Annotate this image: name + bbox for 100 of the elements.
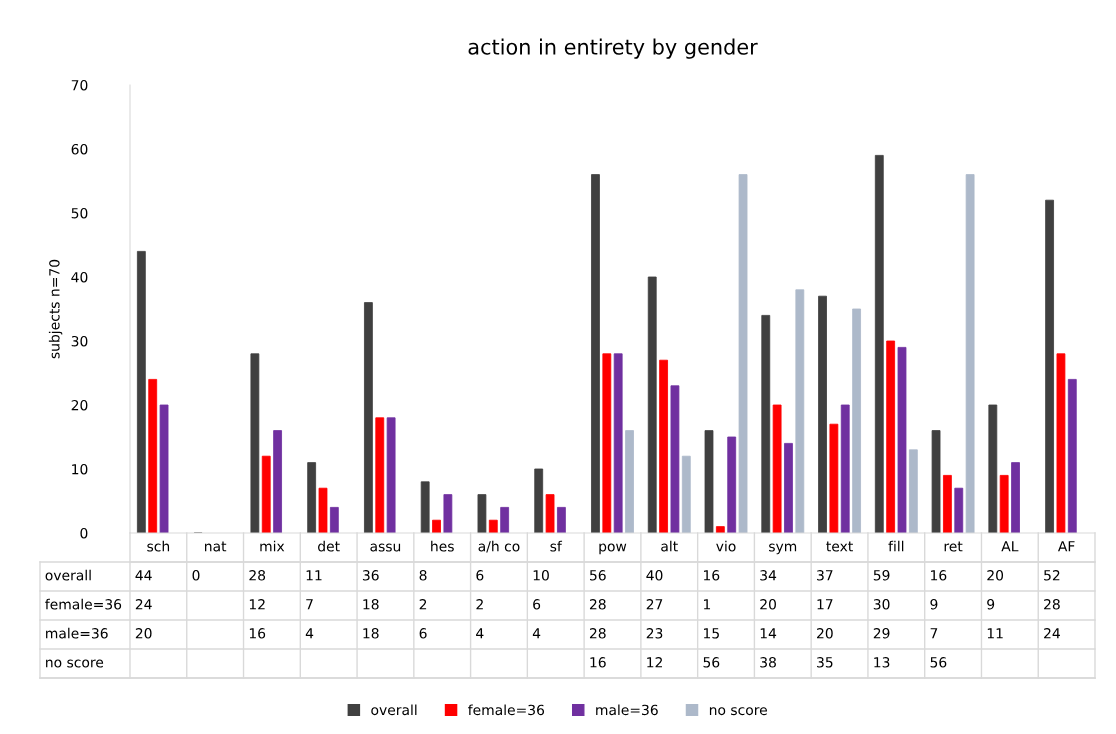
data-label: 44	[135, 570, 152, 581]
x-tick-label: ret	[944, 541, 963, 552]
data-label: 28	[249, 570, 266, 581]
bar	[829, 423, 839, 533]
y-tick-label: 0	[80, 527, 88, 539]
y-tick-label: 50	[71, 207, 88, 219]
data-label: 20	[817, 628, 833, 639]
bar	[795, 289, 805, 533]
bar	[500, 506, 510, 533]
data-label: 24	[135, 599, 152, 610]
legend-label: female=36	[468, 704, 545, 716]
bar	[625, 430, 634, 533]
data-label: 17	[817, 599, 833, 610]
data-label: 16	[704, 570, 720, 581]
y-tick-label: 20	[71, 399, 88, 411]
y-tick-label: 10	[72, 463, 88, 475]
y-tick-label: 60	[71, 143, 88, 155]
data-label: 40	[646, 570, 663, 581]
bar	[1067, 378, 1077, 533]
data-label: 16	[931, 570, 947, 581]
x-tick-label: pow	[599, 543, 627, 555]
bar	[931, 430, 941, 533]
bar	[375, 417, 385, 533]
data-label: 14	[760, 628, 777, 639]
x-tick-label: a/h co	[478, 540, 520, 553]
bar	[545, 494, 555, 533]
bar	[647, 276, 657, 533]
bar	[1045, 199, 1054, 533]
data-label: 11	[987, 628, 1003, 639]
bar	[784, 442, 793, 533]
data-label: 16	[590, 657, 606, 668]
bar	[738, 174, 748, 533]
bar	[761, 314, 771, 533]
text: female=36	[45, 598, 122, 610]
data-label: 38	[760, 657, 776, 668]
bar	[659, 359, 668, 533]
data-label: 7	[306, 599, 313, 610]
bar	[727, 436, 737, 533]
data-label: 1	[704, 599, 711, 610]
x-tick-label: det	[318, 540, 340, 552]
x-tick-label: mix	[260, 540, 285, 552]
bar	[999, 474, 1009, 533]
legend-label: no score	[709, 707, 767, 716]
data-label: 18	[363, 599, 379, 610]
legend-label: overall	[371, 704, 417, 716]
text: overall	[45, 569, 91, 581]
data-label: 12	[647, 657, 662, 668]
data-label: 20	[135, 628, 152, 639]
bar	[988, 404, 998, 533]
x-tick-label: nat	[205, 541, 227, 552]
data-label: 20	[987, 570, 1004, 581]
data-label: 15	[704, 628, 719, 639]
data-label: 11	[306, 570, 322, 581]
data-label: 6	[533, 599, 541, 610]
bar	[943, 474, 952, 533]
bar	[613, 353, 623, 533]
data-label: 56	[930, 657, 947, 668]
bar	[1056, 353, 1066, 533]
y-tick-label: 30	[71, 335, 88, 347]
data-label: 7	[930, 628, 938, 639]
x-tick-label: sym	[769, 543, 797, 555]
data-label: 27	[646, 599, 663, 610]
bar	[159, 404, 169, 533]
y-tick-label: 70	[71, 79, 88, 91]
data-label: 28	[589, 599, 606, 610]
bar	[772, 404, 782, 533]
bar	[818, 295, 827, 533]
data-label: 0	[192, 570, 200, 581]
bar	[704, 430, 714, 533]
bar	[897, 346, 907, 533]
bar	[591, 174, 600, 533]
bar	[273, 430, 282, 533]
data-label: 9	[930, 599, 938, 610]
bar	[488, 519, 498, 533]
x-tick-label: sch	[147, 540, 170, 552]
data-label: 28	[589, 628, 606, 639]
data-label: 28	[1044, 599, 1060, 610]
chart-title: action in entirety by gender	[468, 38, 758, 59]
bar	[954, 487, 964, 533]
data-label: 20	[760, 599, 776, 610]
data-label: 59	[873, 570, 890, 581]
bar	[318, 487, 328, 533]
bar	[602, 353, 612, 533]
bar	[261, 455, 271, 533]
data-label: 56	[590, 570, 606, 581]
x-tick-label: hes	[431, 540, 454, 552]
y-tick-label: 40	[71, 271, 88, 283]
x-tick-label: sf	[550, 540, 563, 552]
x-tick-label: assu	[370, 543, 401, 552]
data-label: 56	[703, 657, 720, 668]
x-tick-label: alt	[661, 540, 678, 552]
bar	[670, 385, 680, 533]
data-label: 16	[249, 628, 266, 639]
data-label: 13	[874, 657, 890, 668]
bar	[715, 526, 725, 533]
data-label: 29	[873, 628, 890, 639]
bar	[136, 250, 146, 533]
bar	[908, 449, 918, 533]
x-tick-label: text	[826, 541, 853, 552]
data-label: 10	[533, 570, 549, 581]
